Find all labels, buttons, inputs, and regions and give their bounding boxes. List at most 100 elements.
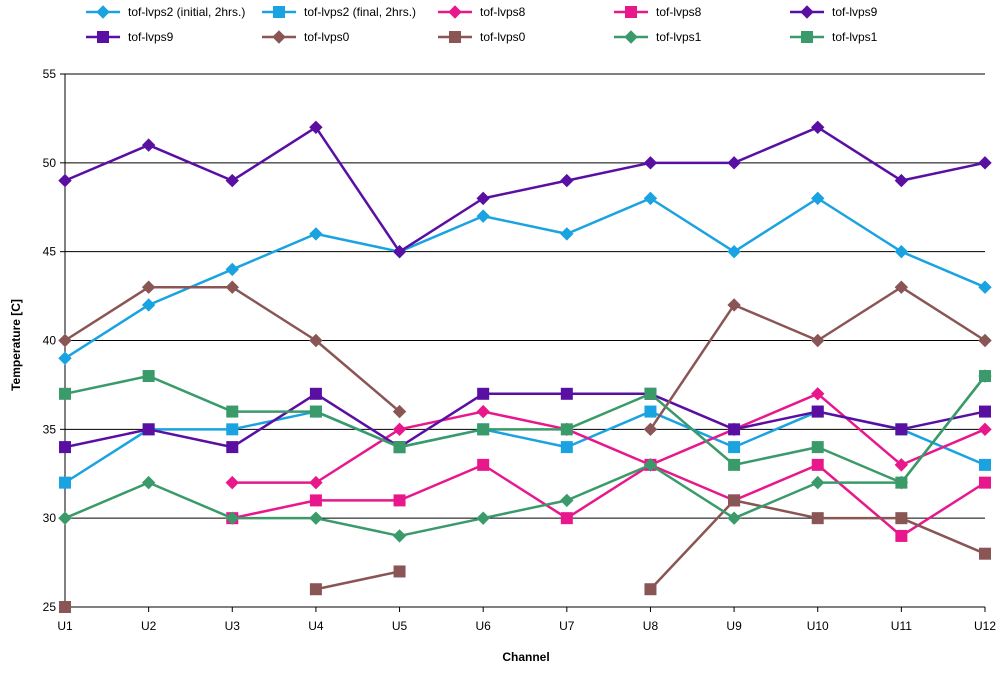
data-point <box>226 441 239 454</box>
series-line <box>315 570 400 591</box>
legend-label: tof-lvps2 (final, 2hrs.) <box>304 5 416 19</box>
legend: tof-lvps2 (initial, 2hrs.) tof-lvps2 (fin… <box>86 5 878 44</box>
x-tick-label: U7 <box>559 619 575 633</box>
data-point <box>58 173 72 188</box>
data-point <box>226 405 239 418</box>
data-point <box>560 423 573 436</box>
data-point <box>728 494 741 507</box>
legend-label: tof-lvps0 <box>304 30 350 44</box>
legend-marker <box>96 5 110 19</box>
legend-marker <box>448 5 462 19</box>
series-line <box>232 463 986 538</box>
series-layer <box>58 120 992 613</box>
data-point <box>811 120 825 135</box>
data-point <box>309 120 323 135</box>
data-point <box>560 387 573 400</box>
data-point <box>811 475 825 490</box>
series-line <box>64 197 986 360</box>
data-point <box>393 565 406 578</box>
data-point <box>979 370 991 383</box>
x-tick-label: U3 <box>225 619 241 633</box>
data-point <box>225 262 239 277</box>
x-axis-title: Channel <box>502 650 549 664</box>
series-line <box>64 410 986 484</box>
data-point <box>560 512 573 525</box>
data-point <box>141 280 156 294</box>
data-point <box>560 173 574 188</box>
data-point <box>309 387 322 400</box>
data-point <box>476 191 490 206</box>
data-point <box>309 511 323 525</box>
y-tick-label: 35 <box>43 422 57 436</box>
data-point <box>643 422 658 437</box>
data-point <box>476 404 490 419</box>
data-point <box>309 475 323 490</box>
series-9 <box>58 369 992 543</box>
data-point <box>392 404 407 419</box>
data-point <box>728 423 741 436</box>
legend-marker <box>97 31 109 43</box>
data-point <box>225 280 239 294</box>
data-point <box>811 512 824 525</box>
legend-marker <box>800 5 814 19</box>
y-tick-label: 45 <box>43 245 57 259</box>
data-point <box>644 405 657 418</box>
legend-item: tof-lvps1 <box>614 30 702 44</box>
legend-label: tof-lvps0 <box>480 30 526 44</box>
x-tick-label: U4 <box>308 619 324 633</box>
series-line <box>64 375 986 538</box>
data-point <box>58 351 72 365</box>
legend-label: tof-lvps2 (initial, 2hrs.) <box>128 5 245 19</box>
data-point <box>727 511 741 525</box>
legend-marker <box>625 6 637 18</box>
legend-item: tof-lvps0 <box>438 30 526 44</box>
series-line <box>64 126 986 253</box>
data-point <box>58 333 72 348</box>
data-point <box>393 494 406 507</box>
legend-label: tof-lvps8 <box>480 5 526 19</box>
data-point <box>309 333 323 348</box>
x-tick-label: U10 <box>807 619 829 633</box>
data-point <box>895 423 908 436</box>
series-line <box>64 285 401 413</box>
legend-marker <box>273 6 285 18</box>
series-5 <box>58 120 992 259</box>
x-tick-label: U5 <box>392 619 408 633</box>
data-point <box>477 387 490 400</box>
data-point <box>225 511 239 525</box>
legend-item: tof-lvps0 <box>262 30 350 44</box>
legend-item: tof-lvps2 (initial, 2hrs.) <box>86 5 245 19</box>
data-point <box>728 441 741 454</box>
data-point <box>811 191 825 206</box>
data-point <box>560 441 573 454</box>
legend-item: tof-lvps1 <box>790 30 878 44</box>
data-point <box>59 601 71 613</box>
data-point <box>894 458 909 472</box>
data-point <box>141 298 156 312</box>
legend-item: tof-lvps9 <box>790 5 878 19</box>
data-point <box>978 156 992 170</box>
data-point <box>392 529 407 543</box>
legend-item: tof-lvps8 <box>614 5 702 19</box>
x-tick-label: U1 <box>57 619 73 633</box>
legend-marker <box>272 30 286 44</box>
legend-label: tof-lvps8 <box>656 5 702 19</box>
x-tick-label: U12 <box>974 619 996 633</box>
series-line <box>64 374 986 484</box>
data-point <box>309 227 323 241</box>
data-point <box>979 476 991 489</box>
series-line <box>232 392 986 484</box>
y-tick-label: 40 <box>43 334 57 348</box>
x-tick-label: U11 <box>891 619 912 633</box>
data-point <box>811 441 824 454</box>
series-3 <box>225 387 992 490</box>
data-point <box>727 298 741 312</box>
data-point <box>643 458 658 472</box>
data-point <box>978 280 992 294</box>
data-point <box>59 387 71 400</box>
data-point <box>477 458 490 471</box>
legend-label: tof-lvps9 <box>832 5 878 19</box>
x-tick-label: U2 <box>141 619 157 633</box>
data-point <box>309 494 322 507</box>
